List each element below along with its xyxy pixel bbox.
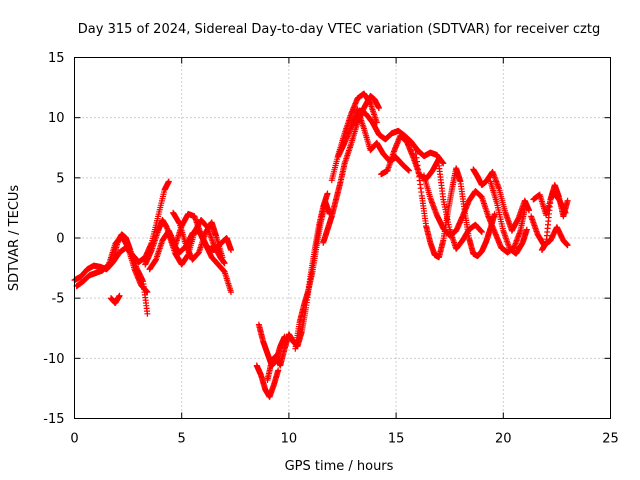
series-arc-19 — [420, 172, 528, 256]
data-point — [523, 226, 530, 233]
data-point — [116, 292, 123, 299]
data-point — [435, 155, 442, 162]
series-arc-20 — [435, 162, 485, 252]
data-point — [478, 228, 485, 235]
data-point — [324, 190, 331, 197]
series-arc-25 — [538, 182, 571, 254]
data-point — [491, 210, 498, 217]
y-tick-label: -15 — [43, 412, 64, 427]
data-point — [564, 242, 571, 249]
data-point — [228, 247, 235, 254]
y-tick-label: 5 — [56, 171, 64, 186]
data-point — [221, 260, 228, 267]
data-point — [165, 178, 172, 185]
series-arc-23 — [528, 213, 571, 249]
series-arc-12 — [292, 198, 333, 352]
data-point — [375, 105, 382, 112]
y-axis-label: SDTVAR / TECUs — [7, 185, 22, 292]
x-tick-label: 0 — [70, 432, 78, 447]
x-tick-label: 15 — [388, 432, 405, 447]
data-point — [219, 254, 226, 261]
data-point — [405, 167, 412, 174]
x-tick-label: 25 — [602, 432, 619, 447]
data-points — [71, 90, 571, 400]
x-axis-label: GPS time / hours — [285, 459, 394, 474]
series-arc-3 — [110, 231, 151, 317]
data-point — [526, 207, 533, 214]
data-point — [228, 289, 235, 296]
axis-ticks: 0 5 10 15 20 25 -15 -10 -5 0 5 10 15 — [43, 51, 619, 447]
series-arc-7 — [165, 216, 228, 268]
data-point — [275, 367, 282, 374]
y-tick-label: 0 — [56, 232, 64, 247]
series-arc-16 — [350, 107, 447, 167]
x-tick-label: 10 — [281, 432, 298, 447]
series-arc-21 — [470, 166, 533, 234]
x-tick-label: 20 — [495, 432, 512, 447]
x-tick-label: 5 — [178, 432, 186, 447]
data-point — [440, 160, 447, 167]
series-arc-22 — [487, 178, 530, 257]
chart-title: Day 315 of 2024, Sidereal Day-to-day VTE… — [78, 22, 600, 37]
series-arc-10 — [253, 362, 282, 400]
y-tick-label: 10 — [48, 111, 65, 126]
y-tick-label: -10 — [43, 352, 64, 367]
data-point — [564, 197, 571, 204]
series-arc-4 — [107, 292, 123, 306]
y-tick-label: -5 — [52, 292, 65, 307]
series-arc-8 — [170, 209, 226, 263]
data-point — [144, 310, 151, 317]
y-tick-label: 15 — [48, 51, 65, 66]
